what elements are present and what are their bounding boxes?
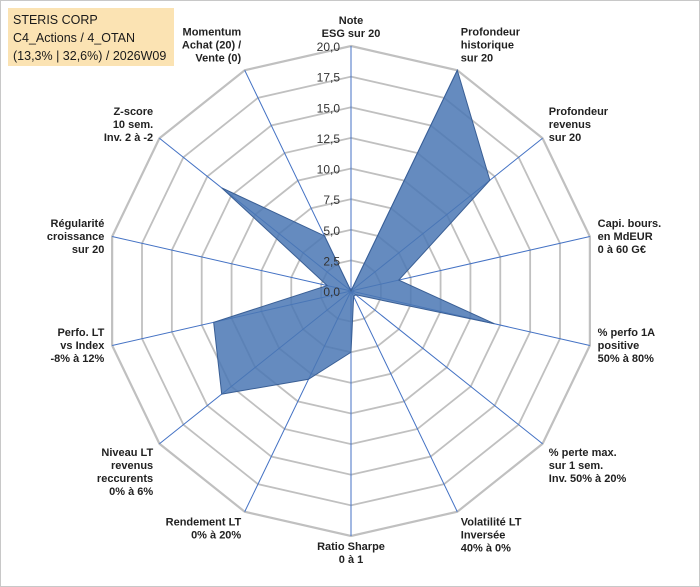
axis-label-line: 0 à 60 G€ xyxy=(598,244,646,256)
tick-label: 2,5 xyxy=(323,254,340,268)
axis-spoke xyxy=(350,290,543,445)
axis-label-line: en MdEUR xyxy=(598,231,653,243)
company-name: STERIS CORP xyxy=(13,13,98,27)
axis-label: Momentum Achat (20) / Vente (0) xyxy=(182,26,242,64)
axis-label-line: Profondeur xyxy=(549,106,609,118)
axis-label-line: Momentum xyxy=(183,26,242,38)
axis-label-line: Inv. 50% à 20% xyxy=(549,473,627,485)
axis-label-line: revenus xyxy=(111,460,153,472)
axis-label-line: sur 20 xyxy=(72,244,104,256)
chart-title-box: STERIS CORP C4_Actions / 4_OTAN (13,3% |… xyxy=(8,8,174,66)
axis-label-line: Régularité xyxy=(51,218,105,230)
axis-label: Régularité croissance sur 20 xyxy=(47,218,104,256)
axis-label-line: sur 20 xyxy=(461,52,493,64)
axis-label-line: Inv. 2 à -2 xyxy=(104,132,153,144)
tick-label: 12,5 xyxy=(317,132,341,146)
axis-label-line: revenus xyxy=(549,119,591,131)
axis-label-line: Rendement LT xyxy=(166,517,242,529)
axis-label-line: Capi. bours. xyxy=(598,218,662,230)
axis-label: Z-score 10 sem. Inv. 2 à -2 xyxy=(104,106,153,144)
axis-label-line: % perte max. xyxy=(549,447,617,459)
tick-label: 20,0 xyxy=(317,40,341,54)
axis-label: % perte max. sur 1 sem. Inv. 50% à 20% xyxy=(549,447,627,485)
axis-label-line: 50% à 80% xyxy=(598,353,654,365)
axis-label: Capi. bours. en MdEUR 0 à 60 G€ xyxy=(598,218,662,256)
tick-label: 10,0 xyxy=(317,163,341,177)
axis-label-line: vs Index xyxy=(60,340,105,352)
tick-label: 0,0 xyxy=(323,285,340,299)
data-series-area xyxy=(213,68,495,395)
tick-label: 5,0 xyxy=(323,224,340,238)
axis-label: Perfo. LT vs Index -8% à 12% xyxy=(51,327,106,365)
period-label: (13,3% | 32,6%) / 2026W09 xyxy=(13,49,167,63)
axis-label-line: Z-score xyxy=(113,106,153,118)
axis-label-line: sur 20 xyxy=(549,132,581,144)
axis-label-line: reccurents xyxy=(97,473,153,485)
axis-label: Volatilité LT Inversée 40% à 0% xyxy=(461,517,522,555)
axis-label: Profondeur historique sur 20 xyxy=(461,26,521,64)
axis-label-line: -8% à 12% xyxy=(51,353,105,365)
axis-label-line: Achat (20) / xyxy=(182,39,241,51)
tick-label: 15,0 xyxy=(317,101,341,115)
axis-label-line: Ratio Sharpe xyxy=(317,541,385,553)
axis-label-line: 0 à 1 xyxy=(339,554,363,566)
axis-label: Profondeur revenus sur 20 xyxy=(549,106,609,144)
axis-label-line: Vente (0) xyxy=(195,52,241,64)
axis-label-line: Niveau LT xyxy=(101,447,153,459)
axis-label: Rendement LT 0% à 20% xyxy=(166,517,242,542)
axis-label-line: 40% à 0% xyxy=(461,543,511,555)
axis-label-line: % perfo 1A xyxy=(598,327,656,339)
axis-label-line: Perfo. LT xyxy=(57,327,104,339)
axis-label: Ratio Sharpe 0 à 1 xyxy=(317,541,385,566)
axis-label-line: ESG sur 20 xyxy=(322,28,381,40)
axis-label-line: 10 sem. xyxy=(113,119,153,131)
tick-label: 17,5 xyxy=(317,71,341,85)
axis-label-line: positive xyxy=(598,340,640,352)
axis-spoke xyxy=(112,235,352,292)
axis-label-line: 0% à 20% xyxy=(191,530,241,542)
axis-label-line: Volatilité LT xyxy=(461,517,522,529)
axis-label-line: historique xyxy=(461,39,514,51)
axis-label-line: croissance xyxy=(47,231,104,243)
tick-label: 7,5 xyxy=(323,193,340,207)
axis-label-line: Inversée xyxy=(461,530,506,542)
axis-label-line: 0% à 6% xyxy=(109,486,153,498)
axis-label: Niveau LT revenus reccurents 0% à 6% xyxy=(97,447,154,498)
axis-label: Note ESG sur 20 xyxy=(322,15,381,40)
axis-label-line: Note xyxy=(339,15,363,27)
portfolio-label: C4_Actions / 4_OTAN xyxy=(13,31,136,45)
axis-label-line: Profondeur xyxy=(461,26,521,38)
axis-label-line: sur 1 sem. xyxy=(549,460,603,472)
axis-spoke xyxy=(350,290,458,512)
axis-label: % perfo 1A positive 50% à 80% xyxy=(598,327,656,365)
